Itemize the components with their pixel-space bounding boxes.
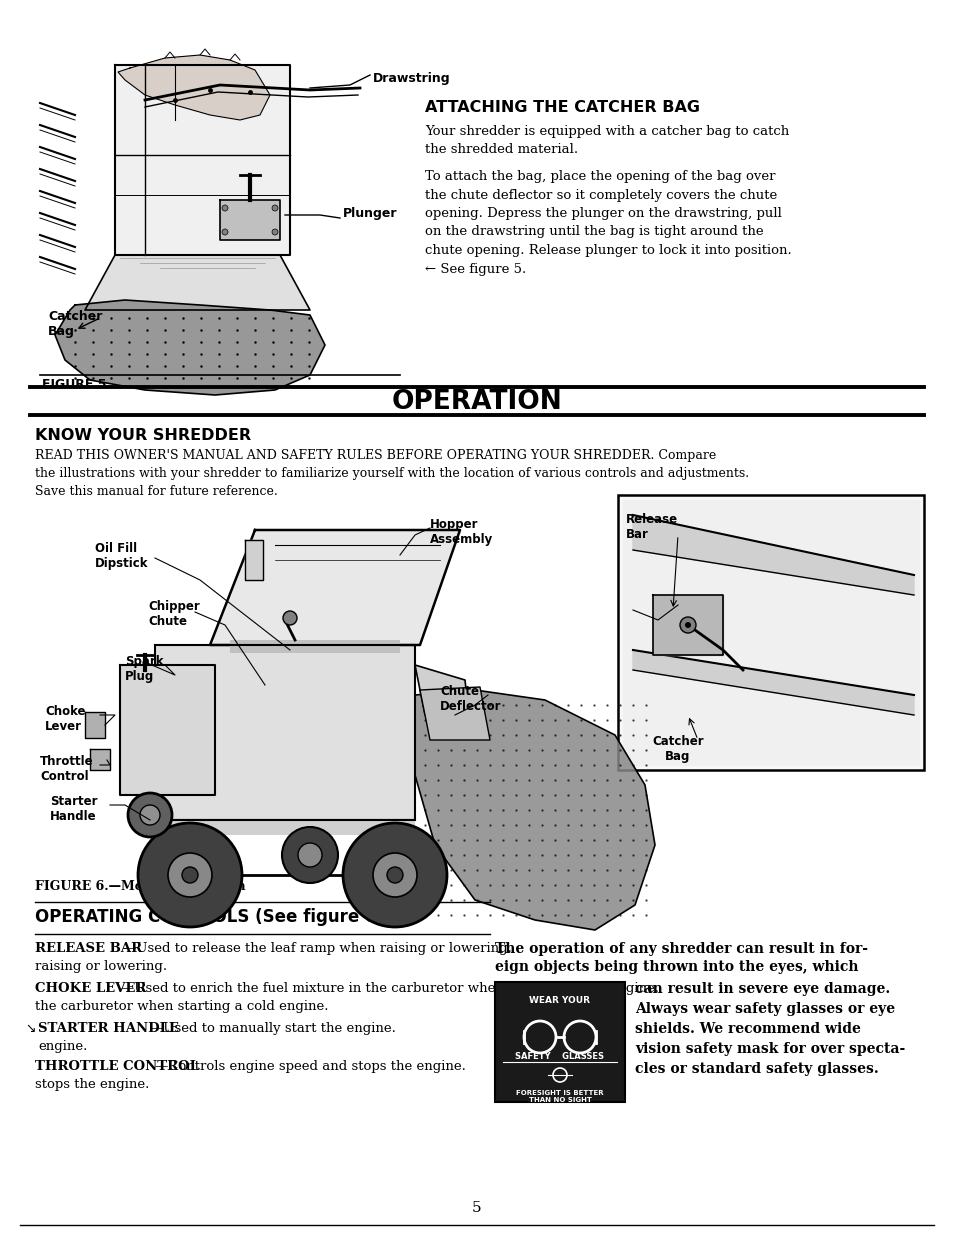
Text: OPERATING CONTROLS (See figure 6): OPERATING CONTROLS (See figure 6) xyxy=(35,907,384,926)
Polygon shape xyxy=(85,255,310,310)
Text: KNOW YOUR SHREDDER: KNOW YOUR SHREDDER xyxy=(35,428,251,443)
Polygon shape xyxy=(118,54,270,120)
Text: 5: 5 xyxy=(472,1201,481,1214)
Text: WEAR YOUR: WEAR YOUR xyxy=(529,997,590,1005)
Text: Catcher
Bag: Catcher Bag xyxy=(652,735,703,763)
Text: STARTER HANDLE: STARTER HANDLE xyxy=(38,1023,179,1035)
Bar xyxy=(495,982,624,1102)
Circle shape xyxy=(222,206,228,210)
Circle shape xyxy=(182,867,198,883)
Text: Drawstring: Drawstring xyxy=(373,72,450,85)
Polygon shape xyxy=(633,650,913,716)
Text: —Used to release the leaf ramp when raising or lowering.: —Used to release the leaf ramp when rais… xyxy=(123,942,512,954)
Polygon shape xyxy=(85,712,105,738)
Circle shape xyxy=(140,805,160,825)
Circle shape xyxy=(272,229,277,235)
Text: Throttle
Control: Throttle Control xyxy=(40,755,93,782)
Text: OPERATION: OPERATION xyxy=(392,389,561,415)
Circle shape xyxy=(343,823,447,927)
Text: —Used to manually start the engine.: —Used to manually start the engine. xyxy=(150,1023,395,1035)
Polygon shape xyxy=(652,595,722,655)
Polygon shape xyxy=(419,687,490,740)
Polygon shape xyxy=(622,500,918,765)
Text: To attach the bag, place the opening of the bag over
the chute deflector so it c: To attach the bag, place the opening of … xyxy=(424,170,791,276)
Polygon shape xyxy=(210,530,459,645)
Text: Starter
Handle: Starter Handle xyxy=(50,795,97,823)
Text: Hopper
Assembly: Hopper Assembly xyxy=(430,517,493,546)
Circle shape xyxy=(387,867,402,883)
Text: Chute
Deflector: Chute Deflector xyxy=(439,685,501,713)
Circle shape xyxy=(272,206,277,210)
Text: ATTACHING THE CATCHER BAG: ATTACHING THE CATCHER BAG xyxy=(424,100,700,115)
Text: SAFETY    GLASSES: SAFETY GLASSES xyxy=(515,1052,604,1061)
Text: Catcher
Bag: Catcher Bag xyxy=(48,310,102,338)
Polygon shape xyxy=(154,645,415,820)
Polygon shape xyxy=(230,640,399,652)
Text: Oil Fill
Dipstick: Oil Fill Dipstick xyxy=(95,542,149,569)
Text: ↘: ↘ xyxy=(25,1023,35,1035)
Text: THROTTLE CONTROL: THROTTLE CONTROL xyxy=(35,1060,198,1073)
Text: Save this manual for future reference.: Save this manual for future reference. xyxy=(35,485,277,498)
Polygon shape xyxy=(115,66,290,255)
Polygon shape xyxy=(154,820,415,834)
Circle shape xyxy=(282,827,337,883)
Text: FIGURE 6.—Model 645 Shown: FIGURE 6.—Model 645 Shown xyxy=(35,880,245,893)
Text: stops the engine.: stops the engine. xyxy=(35,1078,150,1091)
Polygon shape xyxy=(90,749,110,770)
Text: —Controls engine speed and stops the engine.: —Controls engine speed and stops the eng… xyxy=(154,1060,465,1073)
Text: the carburetor when starting a cold engine.: the carburetor when starting a cold engi… xyxy=(35,1000,328,1013)
Bar xyxy=(618,495,923,770)
Text: raising or lowering.: raising or lowering. xyxy=(35,959,167,973)
Circle shape xyxy=(283,612,296,625)
Text: The operation of any shredder can result in for-: The operation of any shredder can result… xyxy=(495,942,867,956)
Text: Your shredder is equipped with a catcher bag to catch
the shredded material.: Your shredder is equipped with a catcher… xyxy=(424,125,788,156)
Polygon shape xyxy=(120,665,214,795)
Text: engine.: engine. xyxy=(38,1040,88,1054)
Text: —Used to enrich the fuel mixture in the carburetor when starting a cold engine.: —Used to enrich the fuel mixture in the … xyxy=(121,982,659,995)
Polygon shape xyxy=(415,690,655,930)
Circle shape xyxy=(128,794,172,837)
Text: can result in severe eye damage.
Always wear safety glasses or eye
shields. We r: can result in severe eye damage. Always … xyxy=(635,982,904,1076)
Polygon shape xyxy=(55,300,325,395)
Text: the illustrations with your shredder to familiarize yourself with the location o: the illustrations with your shredder to … xyxy=(35,467,748,480)
Polygon shape xyxy=(633,515,913,595)
Text: Release
Bar: Release Bar xyxy=(625,513,678,541)
Text: eign objects being thrown into the eyes, which: eign objects being thrown into the eyes,… xyxy=(495,959,858,974)
Text: Plunger: Plunger xyxy=(343,207,397,219)
Circle shape xyxy=(679,617,696,633)
Text: READ THIS OWNER'S MANUAL AND SAFETY RULES BEFORE OPERATING YOUR SHREDDER. Compar: READ THIS OWNER'S MANUAL AND SAFETY RULE… xyxy=(35,449,716,462)
Text: Spark
Plug: Spark Plug xyxy=(125,655,163,683)
Polygon shape xyxy=(415,665,470,725)
Polygon shape xyxy=(220,201,280,240)
Text: FORESIGHT IS BETTER
THAN NO SIGHT: FORESIGHT IS BETTER THAN NO SIGHT xyxy=(516,1089,603,1103)
Circle shape xyxy=(684,621,690,628)
Text: CHOKE LEVER: CHOKE LEVER xyxy=(35,982,146,995)
Text: Chipper
Chute: Chipper Chute xyxy=(148,600,199,628)
Text: Choke
Lever: Choke Lever xyxy=(45,704,86,733)
Polygon shape xyxy=(245,540,263,579)
Circle shape xyxy=(138,823,242,927)
Circle shape xyxy=(168,853,212,898)
Text: FIGURE 5.: FIGURE 5. xyxy=(42,378,112,391)
Text: RELEASE BAR: RELEASE BAR xyxy=(35,942,142,954)
Circle shape xyxy=(222,229,228,235)
Circle shape xyxy=(297,843,322,867)
Circle shape xyxy=(373,853,416,898)
